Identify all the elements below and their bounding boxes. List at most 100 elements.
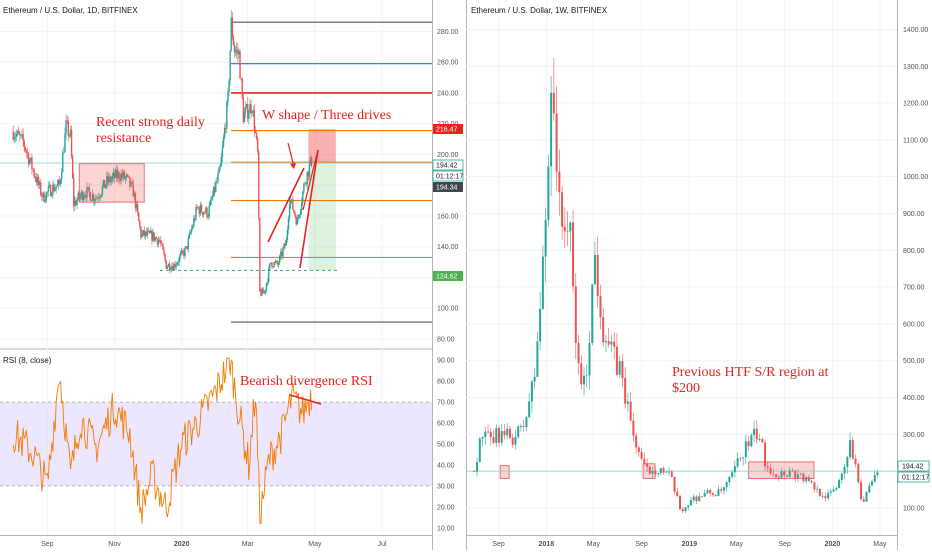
badge-text: 01:12:17: [436, 174, 463, 181]
daily-candle-body: [18, 130, 20, 134]
weekly-candle-body: [580, 363, 583, 385]
daily-candle-body: [305, 183, 307, 185]
daily-candle-body: [64, 133, 66, 153]
daily-candle-body: [154, 237, 156, 241]
daily-candle-body: [195, 206, 197, 220]
badge-bg: [432, 170, 464, 182]
daily-candle-body: [233, 44, 236, 53]
weekly-candle-body: [750, 435, 753, 447]
weekly-candle-body: [591, 284, 594, 343]
daily-candle-body: [33, 169, 35, 177]
daily-candle-body: [302, 191, 304, 203]
daily-candle-body: [271, 262, 273, 267]
weekly-candle-body: [805, 477, 808, 482]
weekly-candle-body: [654, 470, 657, 475]
weekly-candle-body: [794, 470, 797, 478]
left-time-tick: Sep: [41, 541, 54, 548]
daily-candle-body: [30, 157, 32, 161]
daily-candle-body: [182, 250, 184, 252]
rsi-tick: 60.00: [437, 421, 455, 428]
daily-candle-body: [163, 249, 165, 255]
weekly-candle-body: [500, 431, 503, 443]
daily-candle-body: [256, 138, 259, 152]
daily-candle-body: [16, 130, 19, 135]
daily-candle-body: [153, 232, 155, 241]
daily-candle-body: [250, 104, 252, 114]
weekly-candle-body: [484, 431, 487, 437]
daily-candle-body: [293, 209, 295, 213]
weekly-candle-body: [522, 426, 525, 427]
weekly-candle-body: [736, 458, 739, 467]
daily-candle-body: [146, 231, 149, 236]
daily-candle-body: [309, 157, 312, 165]
daily-candle-body: [109, 176, 111, 183]
daily-candle-body: [206, 207, 208, 218]
daily-candle-body: [89, 192, 91, 201]
weekly-candle-body: [646, 463, 649, 467]
pattern-arrow-head: [290, 163, 296, 169]
weekly-candle-body: [739, 458, 742, 460]
weekly-candle-body: [604, 341, 607, 343]
daily-candle-body: [161, 243, 163, 245]
daily-candle-body: [144, 231, 147, 236]
weekly-candle-body: [714, 495, 717, 496]
trendline-wedge: [302, 149, 319, 211]
right-price-tick: 300.00: [903, 432, 925, 439]
daily-candle-body: [149, 230, 151, 234]
weekly-candles: [473, 57, 879, 514]
left-price-badge: 124.62: [433, 271, 463, 281]
daily-candle-body: [98, 197, 100, 199]
daily-candle-body: [266, 281, 269, 284]
weekly-candle-body: [871, 481, 874, 486]
daily-candle-body: [86, 186, 88, 198]
daily-candle-body: [298, 214, 301, 217]
daily-candle-body: [212, 186, 215, 197]
daily-candle-body: [259, 217, 261, 292]
daily-candle-body: [283, 243, 285, 249]
daily-candle-body: [38, 182, 41, 185]
weekly-candle-body: [670, 471, 673, 477]
weekly-candle-body: [635, 435, 638, 448]
daily-candle-body: [276, 261, 279, 265]
weekly-candle-body: [862, 499, 865, 502]
daily-candle-body: [25, 150, 28, 153]
daily-candle-body: [102, 179, 105, 187]
daily-candle-body: [71, 156, 74, 178]
weekly-candle-body: [588, 342, 591, 376]
daily-candle-body: [231, 17, 234, 37]
daily-candle-body: [223, 128, 226, 138]
weekly-candle-body: [508, 428, 511, 438]
daily-candle-body: [201, 212, 204, 215]
daily-candle-body: [197, 206, 199, 208]
daily-candle-body: [254, 130, 257, 133]
weekly-candle-body: [829, 491, 832, 493]
daily-candle-body: [133, 193, 136, 197]
right-price-tick: 500.00: [903, 358, 925, 365]
daily-candle-body: [119, 178, 121, 181]
right-time-tick: Sep: [778, 541, 791, 548]
weekly-candle-body: [673, 476, 676, 492]
daily-candle-body: [20, 134, 22, 136]
badge-text: 194.34: [436, 185, 458, 192]
rsi-band: [0, 402, 432, 486]
weekly-candle-body: [487, 431, 490, 433]
weekly-candle-body: [517, 426, 520, 437]
weekly-candle-body: [585, 375, 588, 377]
daily-candle-body: [74, 200, 76, 207]
weekly-candle-body: [563, 226, 566, 232]
daily-candle-body: [184, 247, 186, 257]
daily-candle-body: [174, 263, 176, 268]
weekly-candle-body: [662, 468, 665, 473]
daily-candle-body: [112, 172, 115, 177]
weekly-candle-body: [846, 457, 849, 467]
daily-candle-body: [273, 262, 275, 267]
weekly-candle-body: [868, 485, 871, 493]
rsi-tick: 80.00: [437, 379, 455, 386]
htf-annotation: Previous HTF S/R region at: [672, 365, 828, 380]
weekly-candle-body: [558, 171, 561, 193]
daily-candle-body: [66, 120, 68, 122]
daily-candle-body: [275, 261, 278, 263]
daily-candle-body: [96, 197, 98, 199]
